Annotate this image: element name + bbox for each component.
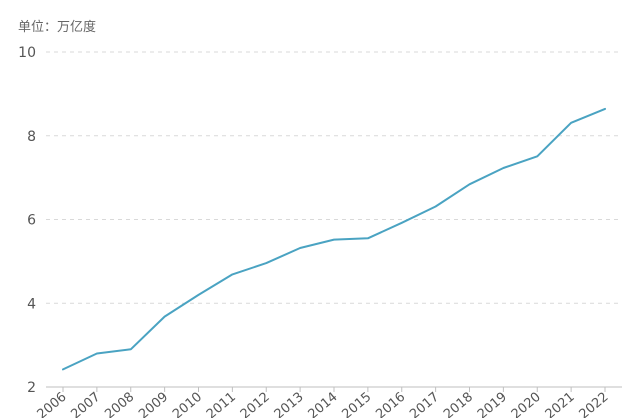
y-tick-label: 10 [18,45,36,61]
x-tick-label: 2013 [272,390,307,418]
x-tick-label: 2014 [306,390,341,418]
series-layer [62,107,606,371]
grid-lines [46,51,622,388]
x-tick-label: 2021 [543,390,578,418]
x-tick-label: 2012 [238,390,273,418]
x-tick-label: 2015 [339,390,374,418]
x-tick-label: 2022 [577,390,612,418]
x-tick-label: 2016 [373,390,408,418]
x-tick-label: 2008 [102,390,137,418]
x-tick-label: 2007 [68,390,103,418]
x-tick-label: 2010 [170,390,205,418]
series-line [62,107,606,371]
y-tick-label: 4 [27,296,36,312]
unit-label: 单位：万亿度 [18,20,97,35]
x-tick-label: 2006 [35,390,70,418]
y-tick-label: 6 [27,213,36,229]
x-tick-label: 2019 [475,390,510,418]
x-tick-label: 2020 [509,390,544,418]
x-tick-label: 2011 [204,390,239,418]
y-tick-label: 2 [27,380,36,396]
x-tick-label: 2009 [136,390,171,418]
x-axis-ticks: 2006200720082009201020112012201320142015… [35,387,612,418]
x-tick-label: 2017 [407,390,442,418]
y-tick-label: 8 [27,129,36,145]
x-tick-label: 2018 [441,390,476,418]
y-axis-ticks: 2 4 6 8 10 [18,45,36,396]
